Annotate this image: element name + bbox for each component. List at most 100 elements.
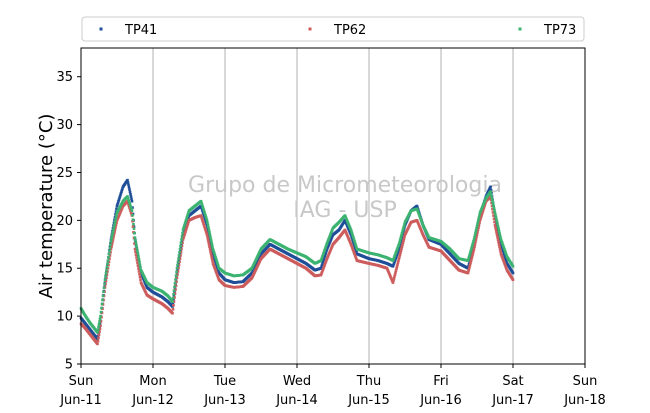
data-point [130, 197, 133, 201]
data-point [319, 266, 323, 270]
data-point [174, 278, 177, 281]
data-point [321, 268, 325, 271]
legend-label: TP62 [333, 23, 366, 38]
data-point [482, 206, 486, 209]
data-point [354, 243, 357, 246]
data-point [502, 252, 506, 256]
data-point [136, 261, 139, 265]
data-point [475, 235, 478, 239]
data-point [106, 262, 109, 266]
data-point [203, 217, 207, 221]
data-point [200, 215, 203, 219]
data-point [479, 217, 482, 221]
data-point [214, 257, 218, 260]
data-point [396, 263, 399, 266]
data-point [214, 255, 217, 259]
data-point [127, 203, 130, 206]
data-point [114, 218, 117, 222]
data-point [210, 243, 214, 246]
data-point [174, 274, 178, 277]
data-point [398, 241, 401, 244]
data-point [176, 273, 179, 276]
data-point [320, 256, 324, 260]
data-point [139, 266, 142, 269]
data-point [394, 252, 397, 256]
data-point [179, 254, 182, 257]
data-point [132, 222, 135, 226]
data-point [97, 336, 100, 340]
data-point [204, 219, 207, 222]
data-point [178, 252, 182, 256]
data-point [130, 207, 133, 211]
data-point [501, 242, 504, 246]
data-point [420, 219, 423, 223]
data-point [207, 228, 211, 232]
data-point [324, 246, 327, 249]
data-point [419, 217, 422, 220]
data-point [492, 204, 495, 207]
data-point [115, 207, 118, 211]
data-point [99, 314, 102, 318]
x-tick-label-day: Mon [139, 374, 166, 389]
data-point [472, 239, 475, 243]
data-point [469, 250, 472, 254]
data-point [128, 188, 131, 191]
data-point [212, 255, 216, 259]
data-point [126, 195, 129, 198]
data-point [179, 241, 183, 245]
data-point [131, 219, 134, 223]
data-point [202, 222, 205, 225]
data-point [494, 226, 497, 229]
data-point [215, 263, 218, 267]
data-point [179, 244, 182, 248]
data-point [96, 339, 100, 343]
data-point [173, 285, 176, 289]
data-point [475, 227, 478, 230]
data-point [103, 282, 106, 286]
data-point [112, 235, 115, 239]
data-point [175, 266, 179, 270]
data-point [492, 214, 495, 217]
data-point [132, 227, 136, 230]
data-point [323, 264, 326, 267]
data-point [401, 230, 404, 233]
data-point [495, 233, 499, 237]
data-point [504, 257, 507, 260]
data-point [471, 243, 474, 247]
y-tick-label: 10 [56, 310, 73, 325]
data-point [214, 268, 217, 272]
data-point [182, 235, 186, 238]
data-point [131, 218, 135, 222]
data-point [478, 213, 481, 217]
y-tick-label: 20 [56, 214, 73, 229]
data-point [418, 214, 421, 217]
data-point [477, 218, 480, 221]
data-point [393, 273, 397, 276]
data-point [215, 273, 219, 276]
data-point [398, 239, 402, 242]
data-point [129, 204, 132, 208]
data-point [322, 258, 325, 262]
data-point [107, 252, 111, 256]
data-point [134, 253, 138, 256]
data-point [99, 310, 103, 314]
data-point [184, 219, 188, 222]
data-point [98, 327, 102, 331]
data-point [136, 249, 139, 253]
data-point [468, 252, 472, 255]
data-point [176, 260, 180, 264]
data-point [213, 257, 216, 260]
legend-box [81, 16, 585, 42]
data-point [131, 225, 135, 229]
data-point [353, 239, 356, 243]
data-point [349, 233, 353, 237]
data-point [399, 237, 402, 241]
y-tick-label: 15 [56, 262, 73, 277]
data-point [499, 250, 502, 253]
data-point [504, 266, 508, 269]
data-point [129, 192, 132, 196]
data-point [490, 204, 494, 208]
data-point [186, 214, 189, 217]
data-point [396, 245, 400, 249]
data-point [217, 270, 220, 273]
